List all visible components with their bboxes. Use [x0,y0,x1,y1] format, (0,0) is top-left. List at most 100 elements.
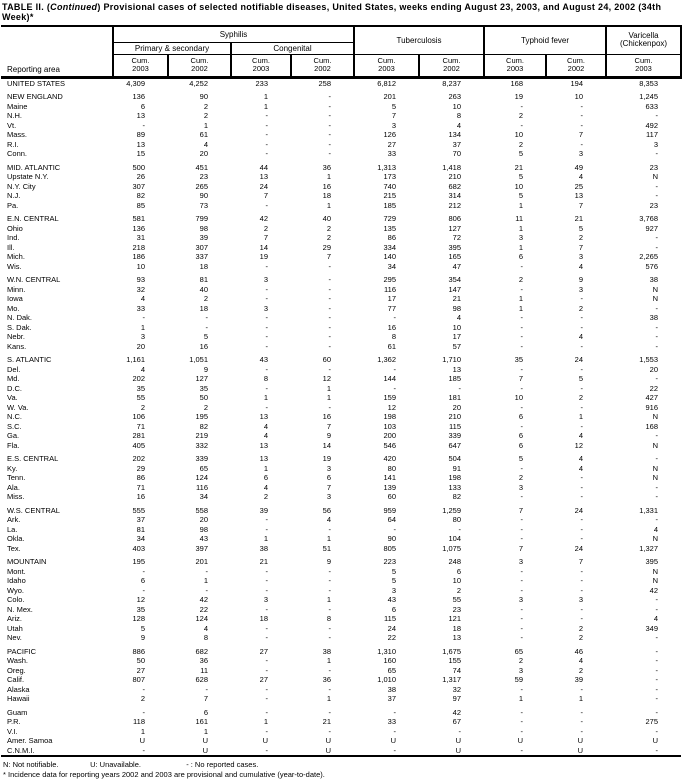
value-cell: 1 [326,694,332,704]
value-cell: 7 [326,421,332,431]
area-cell: Kans. [7,341,27,351]
value-cell: - [520,261,524,271]
value-cell: 3 [391,585,397,595]
value-cell: 492 [645,120,659,130]
value-cell: - [520,726,524,736]
value-cell: 12 [322,374,332,384]
value-cell: 628 [195,675,208,685]
value-cell: - [655,149,659,159]
value-cell: 98 [199,223,208,233]
table-row: Nev. 9 8 - - 22 13 - 2 - [1,633,681,643]
value-cell: 42 [199,595,208,605]
value-cell: 3,768 [639,214,659,224]
value-cell: 6 [140,576,145,586]
area-cell: W.N. CENTRAL [7,275,61,285]
value-cell: 7 [518,505,524,515]
value-cell: 7 [578,242,584,252]
tuberculosis-group-header: Tuberculosis [353,24,486,55]
value-cell: - [265,623,269,633]
value-cell: - [520,364,524,374]
value-cell: 807 [132,675,145,685]
value-cell: N [652,294,659,304]
value-cell: 56 [322,505,332,515]
area-cell: Amer. Samoa [7,736,53,746]
value-cell: 134 [448,130,462,140]
value-cell: - [655,726,659,736]
value-cell: 38 [322,646,332,656]
table-row: Nebr. 3 5 - - 8 17 - 4 - [1,332,681,342]
value-cell: 10 [514,393,524,403]
value-cell: 1 [263,463,268,473]
value-cell: N [652,576,659,586]
value-cell: 1,051 [189,355,208,365]
value-cell: 72 [452,233,462,243]
value-cell: 22 [387,633,397,643]
value-cell: 2 [518,656,524,666]
value-cell: - [580,515,584,525]
value-cell: 18 [199,261,208,271]
value-cell: - [580,313,584,323]
value-cell: 1 [326,534,332,544]
area-cell: Pa. [7,200,19,210]
value-cell: - [142,313,146,323]
column-header-cum: Cum. 2003 [112,54,168,79]
value-cell: 25 [574,181,584,191]
value-cell: - [580,684,584,694]
value-cell: 633 [645,101,659,111]
value-cell: 19 [514,92,524,102]
value-cell: 13 [259,412,268,422]
footnote-legend: N: Not notifiable. U: Unavailable. - : N… [3,760,683,770]
value-cell: 115 [449,421,462,431]
value-cell: - [580,341,584,351]
value-cell: 24 [574,355,584,365]
value-cell: 144 [383,374,397,384]
value-cell: 16 [136,492,145,502]
value-cell: 80 [387,463,397,473]
value-cell: 4 [578,463,584,473]
value-cell: 6 [203,707,208,717]
value-cell: 4,309 [126,78,145,88]
area-cell: S. Dak. [7,322,32,332]
value-cell: - [265,707,269,717]
value-cell: 136 [132,92,145,102]
value-cell: 4 [456,313,462,323]
value-cell: - [328,139,332,149]
table-row: Fla. 405 332 13 14 546 647 6 12 N [1,441,681,451]
value-cell: 1 [518,223,524,233]
value-cell: - [328,566,332,576]
value-cell: - [328,275,332,285]
area-cell: S.C. [7,421,22,431]
footnote-incidence: * Incidence data for reporting years 200… [3,769,325,779]
value-cell: N [652,412,659,422]
value-cell: 161 [195,717,208,727]
table-row: Colo. 12 42 3 1 43 55 3 3- [1,595,681,605]
value-cell: 2 [203,294,208,304]
value-cell: 16 [322,181,332,191]
value-cell: - [520,585,524,595]
value-cell: 11 [515,214,524,224]
value-cell: - [458,524,462,534]
value-cell: 1 [326,656,332,666]
varicella-line1: Varicella [628,30,659,40]
value-cell: 86 [387,233,397,243]
value-cell: - [580,402,584,412]
value-cell: - [655,341,659,351]
value-cell: - [520,284,524,294]
value-cell: 7 [326,252,332,262]
column-header-cum: Cum. 2003 [605,54,683,79]
area-cell: Tenn. [7,473,26,483]
value-cell: 21 [452,294,462,304]
value-cell: 165 [448,252,462,262]
value-cell: - [580,707,584,717]
value-cell: 2 [263,223,268,233]
value-cell: 128 [132,614,145,624]
value-cell: 3 [578,595,584,605]
value-cell: 806 [448,214,462,224]
value-cell: - [520,313,524,323]
value-cell: 168 [645,421,659,431]
value-cell: 6 [518,252,524,262]
value-cell: - [142,585,146,595]
value-cell: 20 [199,515,208,525]
value-cell: 1,317 [442,675,462,685]
